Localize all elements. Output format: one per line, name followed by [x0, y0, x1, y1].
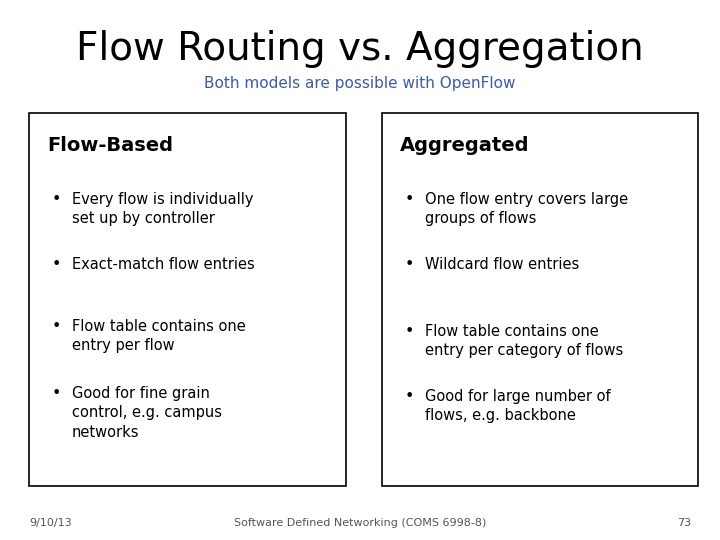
Text: One flow entry covers large
groups of flows: One flow entry covers large groups of fl…	[425, 192, 628, 226]
Text: •: •	[51, 192, 61, 207]
Text: Flow Routing vs. Aggregation: Flow Routing vs. Aggregation	[76, 30, 644, 68]
Text: •: •	[404, 192, 414, 207]
Text: Good for fine grain
control, e.g. campus
networks: Good for fine grain control, e.g. campus…	[72, 386, 222, 440]
Text: •: •	[51, 386, 61, 401]
Text: Every flow is individually
set up by controller: Every flow is individually set up by con…	[72, 192, 253, 226]
Text: Exact-match flow entries: Exact-match flow entries	[72, 256, 255, 272]
Text: •: •	[51, 256, 61, 272]
Text: Flow-Based: Flow-Based	[47, 136, 173, 156]
Text: Good for large number of
flows, e.g. backbone: Good for large number of flows, e.g. bac…	[425, 389, 611, 423]
Text: Flow table contains one
entry per flow: Flow table contains one entry per flow	[72, 319, 246, 353]
Text: Aggregated: Aggregated	[400, 136, 529, 156]
Text: •: •	[51, 319, 61, 334]
Text: •: •	[404, 256, 414, 272]
Text: •: •	[404, 324, 414, 339]
Text: Flow table contains one
entry per category of flows: Flow table contains one entry per catego…	[425, 324, 623, 358]
Text: Software Defined Networking (COMS 6998-8): Software Defined Networking (COMS 6998-8…	[234, 518, 486, 528]
Text: Both models are possible with OpenFlow: Both models are possible with OpenFlow	[204, 76, 516, 91]
Text: •: •	[404, 389, 414, 404]
FancyBboxPatch shape	[382, 113, 698, 486]
Text: Wildcard flow entries: Wildcard flow entries	[425, 256, 579, 272]
Text: 9/10/13: 9/10/13	[29, 518, 71, 528]
Text: 73: 73	[677, 518, 691, 528]
FancyBboxPatch shape	[29, 113, 346, 486]
